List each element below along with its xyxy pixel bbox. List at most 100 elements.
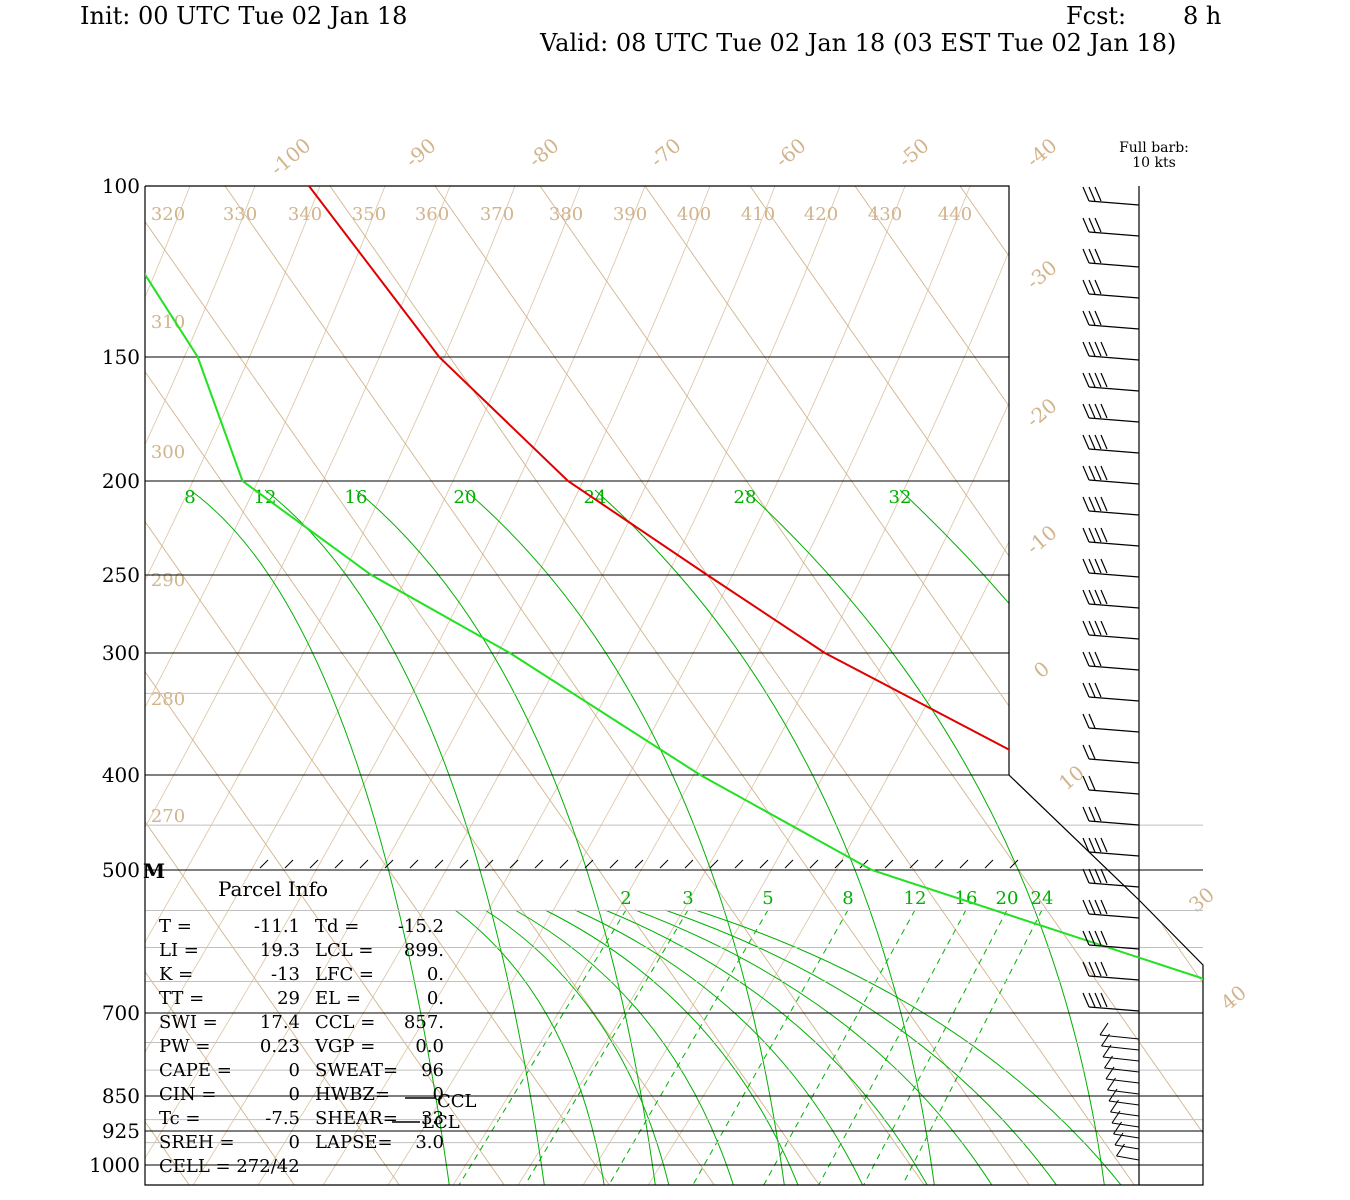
isotherm-label: -60 xyxy=(770,133,810,172)
hatch-mark xyxy=(734,859,744,869)
theta-label: 400 xyxy=(677,204,711,225)
mixing-ratio-label: 28 xyxy=(734,487,757,508)
wind-barb-shaft xyxy=(1114,1144,1140,1150)
dry-adiabat-line xyxy=(145,186,581,1185)
hatch-mark xyxy=(1009,859,1019,869)
wind-barb-flag xyxy=(1094,899,1102,915)
hatch-mark xyxy=(759,859,769,869)
hatch-mark xyxy=(309,859,319,869)
wind-barb-shaft xyxy=(1088,913,1140,919)
wind-barb-flag xyxy=(1094,620,1102,636)
mixing-ratio-label: 8 xyxy=(842,888,853,909)
wind-barb-flag xyxy=(1108,1088,1118,1102)
mixing-ratio-label: 8 xyxy=(184,487,195,508)
isotherm-label: 0 xyxy=(1029,656,1054,683)
dry-adiabat-line xyxy=(449,186,971,1185)
moist-adiabat-line xyxy=(634,909,996,1185)
wind-barb-flag xyxy=(1100,930,1108,946)
wind-barb-flag xyxy=(1082,775,1090,791)
hatch-mark xyxy=(259,859,269,869)
parcel-info-key: LFC = xyxy=(315,964,374,985)
hatch-mark xyxy=(959,859,969,869)
wind-barb-flag xyxy=(1094,961,1102,977)
parcel-info-value: 17.4 xyxy=(260,1012,300,1033)
hatch-mark xyxy=(584,859,594,869)
wind-barb-flag xyxy=(1082,186,1090,202)
mixing-ratio-label: 2 xyxy=(620,888,631,909)
wind-barb-flag xyxy=(1094,403,1102,419)
barb-legend-line2: 10 kts xyxy=(1132,155,1176,171)
hatch-mark xyxy=(409,859,419,869)
wind-barb-flag xyxy=(1088,372,1096,388)
wind-barb-shaft xyxy=(1088,975,1140,981)
isotherm-label: 30 xyxy=(1184,882,1219,917)
wind-barb-flag xyxy=(1094,558,1102,574)
parcel-info-value: 0.23 xyxy=(260,1036,300,1057)
parcel-info-value: 899. xyxy=(404,940,444,961)
theta-label: 340 xyxy=(288,204,322,225)
wind-barb-flag xyxy=(1094,868,1102,884)
wind-barb-shaft xyxy=(1099,1034,1140,1040)
wind-barb-flag xyxy=(1105,1066,1115,1080)
dry-adiabat-line xyxy=(0,186,60,1190)
dry-adiabat-line xyxy=(145,186,451,1185)
parcel-info-key: TT = xyxy=(159,988,204,1009)
wind-barb-flag xyxy=(1088,558,1096,574)
parcel-info-key: T = xyxy=(159,916,192,937)
hatch-mark xyxy=(434,859,444,869)
init-time: Init: 00 UTC Tue 02 Jan 18 xyxy=(80,2,408,30)
dewpoint-profile xyxy=(145,186,1203,1166)
wind-barb-shaft xyxy=(1088,386,1140,392)
wind-barb-shaft xyxy=(1113,1133,1140,1139)
hatch-mark xyxy=(934,859,944,869)
pressure-label: 500 xyxy=(102,858,140,882)
parcel-info-key: SWEAT= xyxy=(315,1060,398,1081)
theta-label: 390 xyxy=(613,204,647,225)
moist-adiabat-line xyxy=(574,909,866,1185)
theta-label: 380 xyxy=(549,204,583,225)
wind-barb-flag xyxy=(1082,930,1090,946)
wind-barb-flag xyxy=(1088,837,1096,853)
parcel-info-key: EL = xyxy=(315,988,361,1009)
wind-barb-flag xyxy=(1094,992,1102,1008)
parcel-info-value: 0 xyxy=(433,1084,444,1105)
wind-barb-flag xyxy=(1082,496,1090,512)
isotherm-line xyxy=(145,186,715,1185)
dry-adiabat-line xyxy=(0,186,125,1190)
valid-time: Valid: 08 UTC Tue 02 Jan 18 (03 EST Tue … xyxy=(540,29,1177,57)
dry-adiabat-line xyxy=(145,186,646,1185)
wind-barb-flag xyxy=(1088,341,1096,357)
wind-barb-shaft xyxy=(1105,1078,1140,1084)
mixing-ratio-label: 3 xyxy=(682,888,693,909)
pressure-label: 100 xyxy=(102,174,140,198)
level-500-marker: M xyxy=(143,859,165,883)
wind-barb-flag xyxy=(1094,186,1102,202)
mixing-ratio-line xyxy=(521,909,689,1185)
parcel-info-value: 29 xyxy=(277,988,300,1009)
mixing-ratio-line xyxy=(760,909,916,1185)
dry-adiabat-line xyxy=(254,186,776,1185)
wind-barb-flag xyxy=(1100,434,1108,450)
wind-barb-flag xyxy=(1088,744,1096,760)
wind-barb-flag xyxy=(1094,806,1102,822)
isotherm-line xyxy=(145,186,610,1185)
wind-barb-flag xyxy=(1082,558,1090,574)
isotherm-line xyxy=(1064,186,1203,1185)
theta-label: 420 xyxy=(804,204,838,225)
theta-label: 430 xyxy=(868,204,902,225)
hatch-mark xyxy=(334,859,344,869)
wind-barb-flag xyxy=(1116,1143,1125,1157)
parcel-info-key: Tc = xyxy=(159,1108,201,1129)
wind-barb-flag xyxy=(1088,775,1096,791)
dry-adiabat-line xyxy=(644,186,1166,1185)
parcel-info-value: -15.2 xyxy=(398,916,444,937)
isotherm-label: -90 xyxy=(400,133,440,172)
wind-barb-flag xyxy=(1082,620,1090,636)
parcel-info-value: 96 xyxy=(421,1060,444,1081)
mixing-ratio-line xyxy=(689,909,849,1185)
wind-barb-shaft xyxy=(1107,1089,1140,1095)
isotherm-label: -10 xyxy=(1021,520,1061,559)
parcel-info-key: K = xyxy=(159,964,193,985)
mixing-ratio-label: 32 xyxy=(889,487,912,508)
pressure-label: 250 xyxy=(102,563,140,587)
